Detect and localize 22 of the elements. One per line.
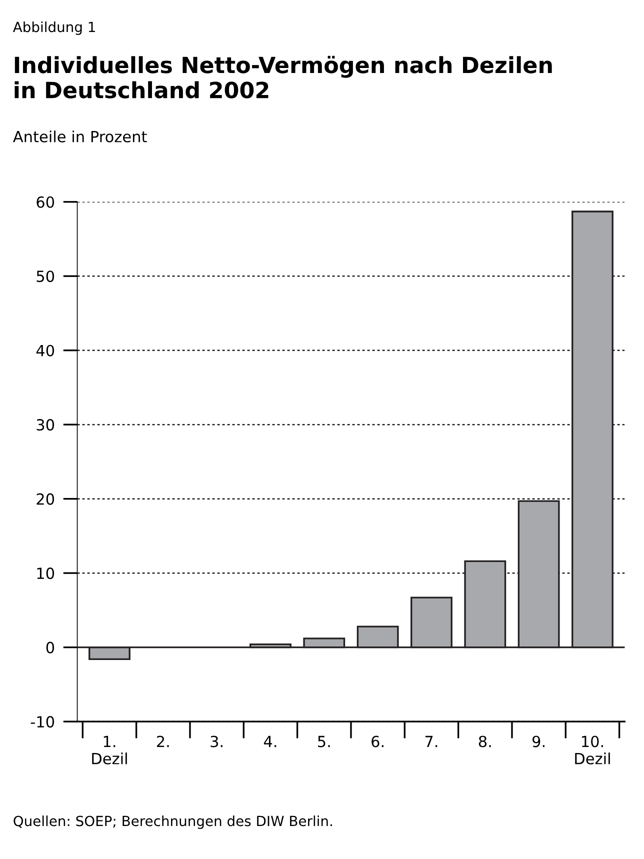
y-tick-label: 60 — [36, 196, 54, 208]
y-tick-label: 20 — [36, 493, 54, 505]
x-tick-label: 8. — [478, 736, 491, 748]
source-note: Quellen: SOEP; Berechnungen des DIW Berlin. — [14, 815, 332, 829]
x-tick-label: 5. — [318, 736, 330, 748]
x-tick-label: 6. — [372, 736, 384, 748]
x-tick-label: 10. Dezil — [575, 736, 610, 764]
y-tick-label: 50 — [36, 270, 54, 282]
x-tick-label: 4. — [264, 736, 276, 748]
chart-title: Individuelles Netto-Vermögen nach Dezilen in Deutschland 2002 — [14, 56, 552, 98]
x-tick-label: 2. — [156, 736, 169, 748]
y-tick-label: 10 — [37, 568, 54, 580]
y-tick-label: 30 — [36, 419, 54, 431]
y-tick-label: 0 — [46, 642, 54, 654]
x-tick-label: 1. Dezil — [92, 736, 127, 764]
y-tick-label: 40 — [36, 344, 54, 356]
chart-subtitle: Anteile in Prozent — [13, 130, 147, 142]
y-tick-label: -10 — [30, 716, 54, 728]
text: Abbildung 1 — [12, 21, 95, 35]
x-tick-label: 3. — [210, 736, 222, 748]
x-tick-label: 7. — [425, 736, 438, 748]
x-tick-label: 9. — [532, 736, 544, 748]
